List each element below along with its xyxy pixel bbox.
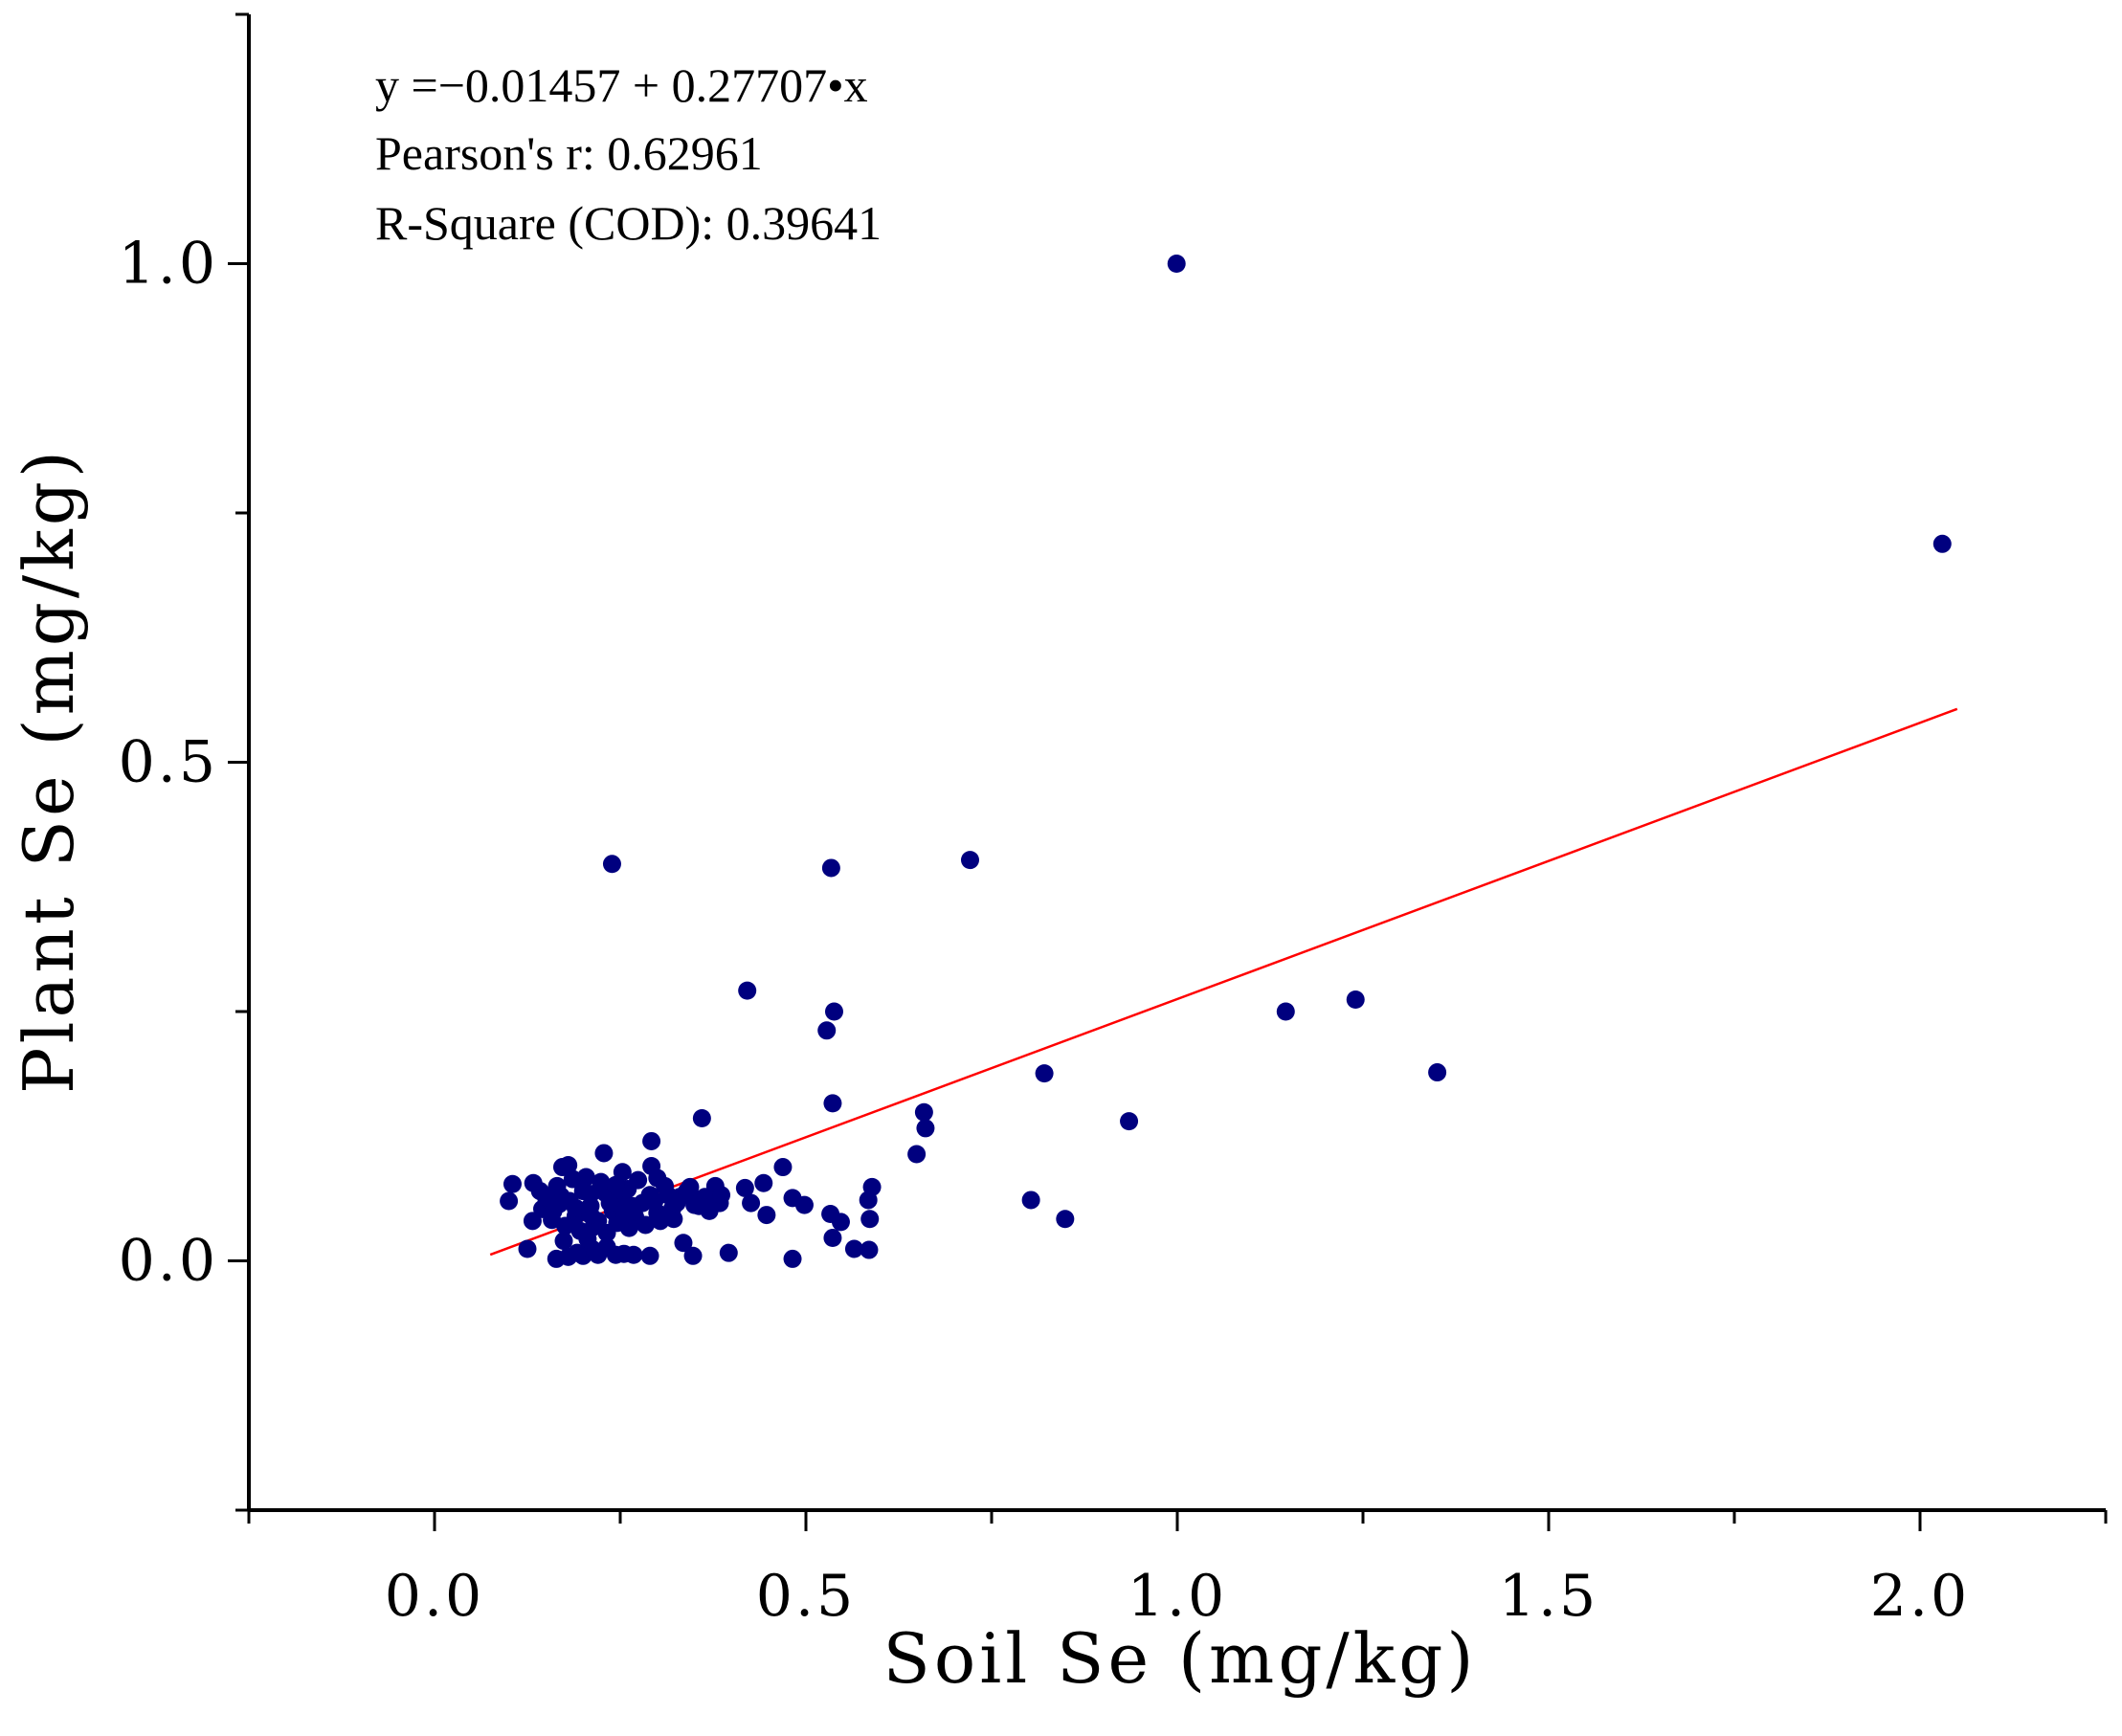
data-point: [773, 1158, 793, 1177]
data-point: [1120, 1112, 1139, 1131]
data-point: [674, 1234, 693, 1253]
data-point: [757, 1206, 776, 1225]
data-point: [563, 1169, 582, 1189]
data-point: [1276, 1002, 1295, 1021]
data-point: [860, 1240, 879, 1259]
data-point: [859, 1191, 878, 1210]
data-point: [640, 1246, 659, 1265]
data-point: [754, 1173, 773, 1192]
data-point: [556, 1216, 575, 1235]
data-point: [503, 1174, 522, 1193]
axis-ticks: 0.0 0.5 1.0 1.5 2.0 0.0 0.5 1.0: [119, 12, 2108, 1630]
data-point: [1346, 990, 1365, 1009]
regression-annotation: y =−0.01457 + 0.27707•x Pearson's r: 0.6…: [375, 58, 882, 250]
data-point: [642, 1131, 661, 1150]
data-point: [738, 981, 757, 1000]
data-point: [712, 1186, 731, 1205]
y-tick-label: 1.0: [119, 231, 218, 298]
data-point: [692, 1108, 711, 1127]
y-tick-label: 0.5: [119, 729, 218, 796]
data-point: [664, 1210, 683, 1229]
data-point: [619, 1218, 638, 1237]
data-point: [592, 1172, 611, 1191]
data-point: [530, 1182, 549, 1201]
annotation-equation: y =−0.01457 + 0.27707•x: [375, 58, 868, 112]
data-point: [960, 851, 979, 870]
data-point: [1428, 1063, 1447, 1082]
data-point: [568, 1243, 587, 1262]
data-point: [602, 855, 621, 874]
data-point: [500, 1191, 519, 1211]
fit-line-layer: [489, 707, 1958, 1257]
data-point: [735, 1178, 754, 1197]
data-point: [824, 1002, 843, 1021]
data-points: [500, 255, 1952, 1268]
data-point: [823, 1094, 842, 1113]
data-point: [1056, 1210, 1075, 1229]
data-point: [581, 1185, 600, 1204]
data-point: [1021, 1191, 1040, 1210]
data-point: [629, 1170, 648, 1190]
data-point: [681, 1177, 700, 1196]
x-tick-label: 0.5: [756, 1563, 856, 1630]
data-point: [719, 1243, 738, 1262]
data-point: [614, 1244, 634, 1263]
annotation-r-square: R-Square (COD): 0.39641: [375, 196, 882, 250]
x-tick-label: 2.0: [1870, 1563, 1970, 1630]
data-point: [1167, 255, 1186, 273]
data-point: [549, 1194, 569, 1213]
data-point: [667, 1193, 686, 1213]
data-point: [615, 1205, 635, 1224]
data-point: [651, 1212, 670, 1231]
data-point: [916, 1119, 935, 1138]
data-point: [794, 1195, 814, 1214]
data-point: [1035, 1064, 1054, 1083]
data-point: [597, 1237, 616, 1257]
y-tick-label: 0.0: [119, 1228, 218, 1295]
data-point: [689, 1196, 708, 1215]
data-point: [907, 1145, 927, 1164]
data-point: [683, 1246, 703, 1265]
data-point: [554, 1232, 573, 1251]
x-tick-label: 1.0: [1128, 1563, 1227, 1630]
data-point: [606, 1175, 625, 1194]
data-point: [581, 1206, 600, 1225]
data-point: [783, 1249, 802, 1268]
data-point: [1932, 534, 1952, 553]
data-point: [566, 1198, 585, 1217]
data-point: [552, 1158, 571, 1177]
data-point: [742, 1193, 761, 1213]
data-point: [914, 1102, 933, 1122]
x-tick-label: 0.0: [385, 1563, 484, 1630]
data-point: [844, 1239, 863, 1258]
data-point: [636, 1215, 655, 1235]
regression-line: [489, 707, 1958, 1257]
data-point: [817, 1021, 837, 1040]
data-point: [645, 1191, 664, 1211]
data-point: [823, 1229, 842, 1248]
y-axis-title: Plant Se (mg/kg): [9, 447, 89, 1094]
data-point: [576, 1168, 595, 1187]
data-point: [600, 1193, 619, 1213]
x-axis-title: Soil Se (mg/kg): [883, 1618, 1478, 1699]
data-point: [860, 1210, 880, 1229]
data-point: [821, 1205, 840, 1224]
annotation-pearson: Pearson's r: 0.62961: [375, 126, 763, 180]
data-point: [547, 1176, 567, 1195]
data-point: [594, 1144, 614, 1163]
data-point: [518, 1239, 537, 1258]
x-tick-label: 1.5: [1499, 1563, 1598, 1630]
data-point: [821, 858, 840, 878]
